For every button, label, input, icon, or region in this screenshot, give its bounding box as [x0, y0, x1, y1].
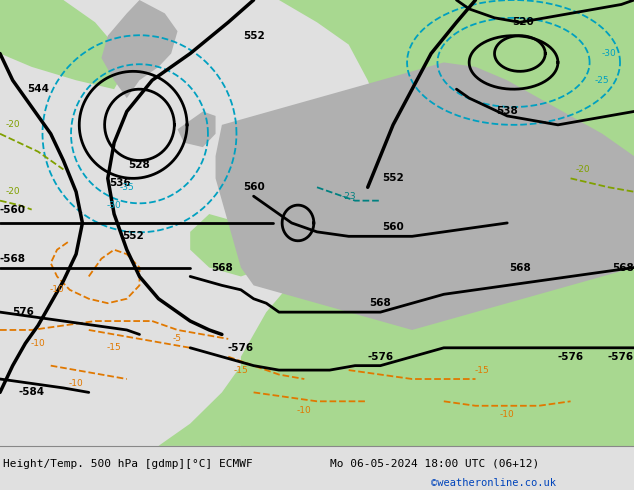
Text: 560: 560	[243, 182, 264, 192]
Polygon shape	[216, 62, 634, 330]
Text: -15: -15	[233, 366, 249, 374]
Text: -15: -15	[474, 366, 489, 374]
Text: 552: 552	[243, 31, 264, 41]
Text: Mo 06-05-2024 18:00 UTC (06+12): Mo 06-05-2024 18:00 UTC (06+12)	[330, 459, 539, 468]
Text: -576: -576	[557, 352, 584, 362]
Text: -15: -15	[107, 343, 122, 352]
Text: 560: 560	[382, 222, 404, 232]
Text: -30: -30	[107, 200, 122, 210]
Text: -576: -576	[367, 352, 394, 362]
Text: -10: -10	[49, 285, 65, 294]
Text: 568: 568	[612, 263, 634, 272]
Text: -23: -23	[341, 192, 356, 201]
Text: 552: 552	[382, 173, 404, 183]
Text: -20: -20	[5, 187, 20, 196]
Text: Height/Temp. 500 hPa [gdmp][°C] ECMWF: Height/Temp. 500 hPa [gdmp][°C] ECMWF	[3, 459, 253, 468]
Text: 568: 568	[370, 298, 391, 308]
Polygon shape	[0, 0, 127, 89]
Text: -576: -576	[228, 343, 254, 353]
Text: -10: -10	[68, 379, 84, 388]
Text: 528: 528	[129, 160, 150, 170]
Text: -584: -584	[18, 388, 45, 397]
Text: -20: -20	[5, 121, 20, 129]
Text: 538: 538	[496, 106, 518, 117]
Polygon shape	[101, 0, 178, 98]
Polygon shape	[158, 312, 634, 446]
Text: 568: 568	[509, 263, 531, 272]
Text: -10: -10	[30, 339, 46, 348]
Text: 552: 552	[122, 231, 144, 242]
Polygon shape	[190, 214, 279, 276]
Text: -25: -25	[595, 76, 610, 85]
Text: -5: -5	[173, 334, 182, 343]
Text: -20: -20	[576, 165, 591, 174]
Text: -10: -10	[297, 406, 312, 415]
Text: 520: 520	[512, 17, 534, 27]
Text: -568: -568	[0, 254, 26, 264]
Text: -10: -10	[500, 410, 515, 419]
Text: 536: 536	[110, 178, 131, 188]
Text: -576: -576	[608, 352, 634, 362]
Text: 568: 568	[211, 263, 233, 272]
Text: -35: -35	[119, 183, 134, 192]
Polygon shape	[241, 0, 634, 446]
Text: -30: -30	[601, 49, 616, 58]
Text: ©weatheronline.co.uk: ©weatheronline.co.uk	[431, 478, 556, 488]
Polygon shape	[178, 111, 216, 147]
Text: 544: 544	[27, 84, 49, 94]
Text: -560: -560	[0, 204, 26, 215]
Text: 576: 576	[13, 307, 35, 317]
